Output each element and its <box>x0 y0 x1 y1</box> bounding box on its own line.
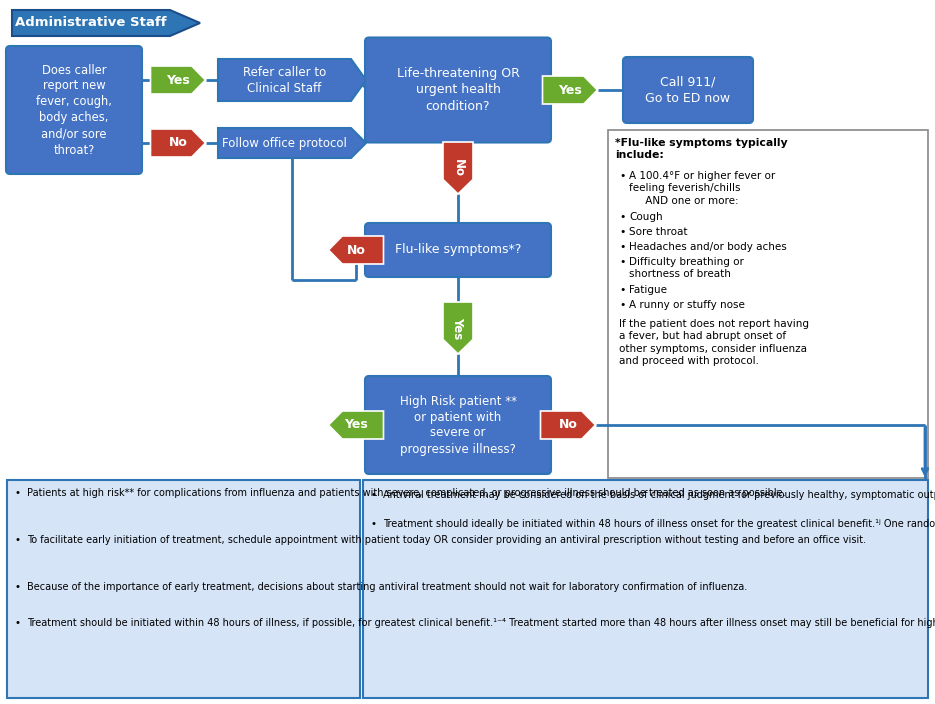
Text: *Flu-like symptoms typically
include:: *Flu-like symptoms typically include: <box>615 138 787 161</box>
Text: No: No <box>347 244 366 256</box>
FancyBboxPatch shape <box>365 376 551 474</box>
Text: High Risk patient **
or patient with
severe or
progressive illness?: High Risk patient ** or patient with sev… <box>399 394 516 455</box>
Text: A 100.4°F or higher fever or
feeling feverish/chills
     AND one or more:: A 100.4°F or higher fever or feeling fev… <box>629 171 775 206</box>
FancyBboxPatch shape <box>6 46 142 174</box>
Text: Yes: Yes <box>344 418 367 432</box>
Text: Difficulty breathing or
shortness of breath: Difficulty breathing or shortness of bre… <box>629 257 744 279</box>
Text: Headaches and/or body aches: Headaches and/or body aches <box>629 242 786 252</box>
Text: Fatigue: Fatigue <box>629 285 667 295</box>
Text: •: • <box>371 519 377 529</box>
Polygon shape <box>443 302 473 354</box>
FancyBboxPatch shape <box>365 223 551 277</box>
Polygon shape <box>218 128 366 158</box>
Text: If the patient does not report having
a fever, but had abrupt onset of
other sym: If the patient does not report having a … <box>619 319 809 366</box>
Polygon shape <box>151 66 206 94</box>
Text: Cough: Cough <box>629 212 663 222</box>
Text: Yes: Yes <box>452 317 465 339</box>
Text: •: • <box>371 490 377 500</box>
FancyBboxPatch shape <box>623 57 753 123</box>
Text: Because of the importance of early treatment, decisions about starting antiviral: Because of the importance of early treat… <box>27 582 747 591</box>
Text: Life-threatening OR
urgent health
condition?: Life-threatening OR urgent health condit… <box>396 68 520 113</box>
Text: Treatment should ideally be initiated within 48 hours of illness onset for the g: Treatment should ideally be initiated wi… <box>383 519 935 529</box>
Polygon shape <box>542 76 597 104</box>
Text: Yes: Yes <box>558 84 582 96</box>
Text: Follow office protocol: Follow office protocol <box>223 137 347 149</box>
Text: Yes: Yes <box>166 73 190 87</box>
Text: Patients at high risk** for complications from influenza and patients with sever: Patients at high risk** for complication… <box>27 488 785 498</box>
Polygon shape <box>151 129 206 157</box>
Polygon shape <box>12 10 200 36</box>
Text: •: • <box>619 212 626 222</box>
Text: Sore throat: Sore throat <box>629 227 687 237</box>
Text: A runny or stuffy nose: A runny or stuffy nose <box>629 300 745 310</box>
Polygon shape <box>540 411 596 439</box>
Text: •: • <box>619 300 626 310</box>
Text: •: • <box>619 242 626 252</box>
Text: Does caller
report new
fever, cough,
body aches,
and/or sore
throat?: Does caller report new fever, cough, bod… <box>36 63 112 156</box>
Text: No: No <box>558 418 578 432</box>
FancyBboxPatch shape <box>363 480 928 698</box>
Text: •: • <box>619 171 626 181</box>
Text: •: • <box>15 535 21 545</box>
Text: Antiviral treatment may be considered on the basis of clinical judgment for prev: Antiviral treatment may be considered on… <box>383 490 935 500</box>
FancyBboxPatch shape <box>7 480 360 698</box>
Text: •: • <box>15 618 21 628</box>
Text: Flu-like symptoms*?: Flu-like symptoms*? <box>395 244 521 256</box>
Text: To facilitate early initiation of treatment, schedule appointment with patient t: To facilitate early initiation of treatm… <box>27 535 866 545</box>
Text: No: No <box>452 159 465 177</box>
Text: •: • <box>15 582 21 591</box>
Polygon shape <box>218 59 366 101</box>
FancyBboxPatch shape <box>365 37 551 142</box>
Text: •: • <box>619 257 626 267</box>
Text: •: • <box>619 227 626 237</box>
Polygon shape <box>328 236 383 264</box>
Text: No: No <box>168 137 187 149</box>
Text: •: • <box>15 488 21 498</box>
Polygon shape <box>443 142 473 194</box>
Text: Treatment should be initiated within 48 hours of illness, if possible, for great: Treatment should be initiated within 48 … <box>27 618 935 628</box>
Polygon shape <box>328 411 383 439</box>
Text: Administrative Staff: Administrative Staff <box>15 16 166 30</box>
FancyBboxPatch shape <box>608 130 928 478</box>
Text: •: • <box>619 285 626 295</box>
Text: Refer caller to
Clinical Staff: Refer caller to Clinical Staff <box>243 65 326 94</box>
Text: Call 911/
Go to ED now: Call 911/ Go to ED now <box>645 75 730 104</box>
